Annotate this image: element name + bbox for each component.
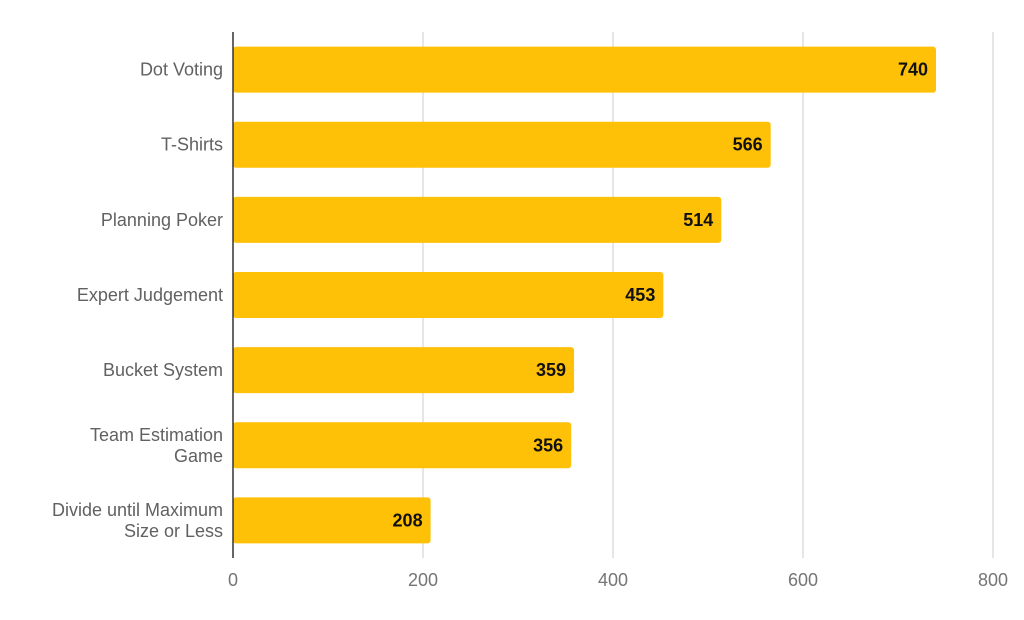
x-tick-label-200: 200 — [408, 570, 438, 590]
category-label-0: Dot Voting — [140, 60, 223, 80]
category-label-line: Bucket System — [103, 360, 223, 380]
category-label-line: Expert Judgement — [77, 285, 223, 305]
bar-3 — [233, 272, 664, 318]
x-tick-label-400: 400 — [598, 570, 628, 590]
category-label-line: T-Shirts — [161, 135, 223, 155]
category-label-line: Team Estimation — [90, 425, 223, 445]
bar-0 — [233, 46, 936, 93]
category-label-line: Dot Voting — [140, 60, 223, 80]
value-label-2: 514 — [683, 210, 713, 230]
value-label-4: 359 — [536, 360, 566, 380]
bar-layer — [233, 46, 936, 544]
category-label-5: Team Estimation Game — [90, 425, 223, 466]
bar-1 — [233, 121, 771, 168]
x-tick-label-800: 800 — [978, 570, 1008, 590]
category-label-4: Bucket System — [103, 360, 223, 380]
value-label-5: 356 — [533, 435, 563, 455]
value-label-3: 453 — [625, 285, 655, 305]
category-label-3: Expert Judgement — [77, 285, 223, 305]
x-tick-label-0: 0 — [228, 570, 238, 590]
category-label-line: Size or Less — [124, 521, 223, 541]
category-label-line: Game — [174, 446, 223, 466]
bar-6 — [233, 497, 431, 544]
value-label-6: 208 — [393, 510, 423, 530]
bar-2 — [233, 196, 722, 243]
category-label-2: Planning Poker — [101, 210, 223, 230]
label-layer: 0 200 400 600 800 740 Dot Voting 566 T-Shirts 514… — [52, 60, 1008, 590]
category-label-1: T-Shirts — [161, 135, 223, 155]
category-label-line: Planning Poker — [101, 210, 223, 230]
value-label-0: 740 — [898, 60, 928, 80]
x-tick-label-600: 600 — [788, 570, 818, 590]
bar-4 — [233, 347, 575, 394]
bar-5 — [233, 422, 572, 469]
category-label-line: Divide until Maximum — [52, 500, 223, 520]
category-label-6: Divide until Maximum Size or Less — [52, 500, 223, 541]
value-label-1: 566 — [733, 135, 763, 155]
